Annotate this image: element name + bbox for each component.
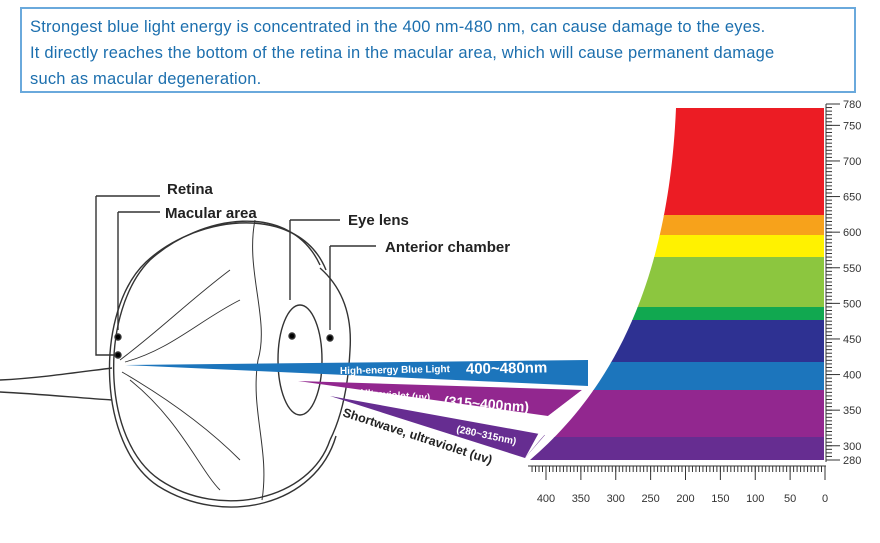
shape [530, 307, 824, 321]
shape [0, 391, 113, 401]
ray-label: (315~400nm) [443, 393, 529, 415]
ray-label: High-energy Blue Light [340, 364, 451, 377]
scale-label: 150 [711, 493, 729, 505]
scale-label: 450 [843, 334, 861, 346]
shape [96, 195, 376, 247]
caption-line: Strongest blue light energy is concentra… [30, 18, 766, 36]
scale-label: 700 [843, 156, 861, 168]
ray-uva-text: Ultraviolet (uv) (315~400nm) [360, 388, 530, 415]
caption-box: Strongest blue light energy is concentra… [20, 7, 856, 93]
shape [530, 108, 824, 216]
scale-label: 780 [843, 99, 861, 111]
scale-label: 350 [572, 493, 590, 505]
ray-blue-text: High-energy Blue Light 400~480nm [340, 359, 548, 377]
scale-label: 400 [537, 493, 555, 505]
shape [0, 367, 113, 381]
shape [252, 219, 265, 501]
ray-label: 400~480nm [466, 359, 548, 377]
shape [530, 320, 824, 363]
shape [326, 334, 334, 342]
label-anterior: Anterior chamber [385, 239, 510, 256]
scale-label: 650 [843, 192, 861, 204]
shape [530, 215, 824, 236]
shape [108, 222, 337, 508]
ray-uvb [330, 396, 545, 458]
scale-label: 200 [676, 493, 694, 505]
shape [530, 257, 824, 308]
shape [119, 269, 241, 491]
ray-label: Ultraviolet (uv) [360, 388, 431, 404]
shape [114, 351, 122, 359]
shape [112, 220, 331, 502]
scale-label: 550 [843, 263, 861, 275]
caption-line: such as macular degeneration. [30, 70, 262, 88]
shape [288, 332, 296, 340]
scale-label: 250 [641, 493, 659, 505]
shape [277, 304, 323, 416]
scale-label: 300 [843, 441, 861, 453]
shape [319, 267, 352, 441]
label-macular: Macular area [165, 205, 257, 222]
scale-label: 0 [822, 493, 828, 505]
scale-label: 300 [607, 493, 625, 505]
scale-label: 100 [746, 493, 764, 505]
shape [530, 437, 824, 460]
shape [95, 196, 331, 356]
scale-label: 600 [843, 227, 861, 239]
eye [0, 195, 376, 508]
shape [114, 333, 122, 341]
ray-blue [125, 360, 588, 386]
scale-label: 50 [784, 493, 796, 505]
label-retina: Retina [167, 181, 214, 198]
ray-uva [298, 381, 582, 416]
caption-line: It directly reaches the bottom of the re… [30, 44, 775, 62]
scale-label: 500 [843, 298, 861, 310]
label-lens: Eye lens [348, 212, 409, 229]
scale-label: 350 [843, 405, 861, 417]
shape [530, 235, 824, 258]
scale-label: 280 [843, 455, 861, 467]
scale-label: 750 [843, 120, 861, 132]
scale-label: 400 [843, 370, 861, 382]
